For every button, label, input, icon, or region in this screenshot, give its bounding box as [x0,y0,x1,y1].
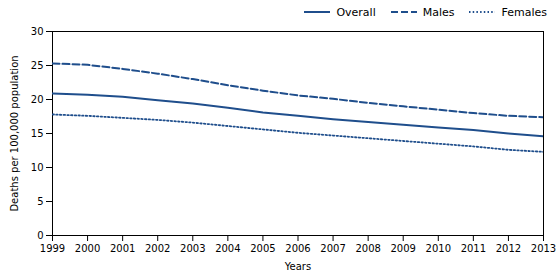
svg-text:30: 30 [31,26,44,37]
svg-text:2002: 2002 [145,243,170,254]
svg-text:Deaths per 100,000 population: Deaths per 100,000 population [9,55,20,211]
svg-text:2004: 2004 [215,243,240,254]
svg-text:20: 20 [31,94,44,105]
html-text:Females: Females [501,5,547,19]
html-text:Males: Males [422,5,455,19]
svg-text:2010: 2010 [426,243,451,254]
svg-text:1999: 1999 [40,243,65,254]
svg-text:2007: 2007 [320,243,345,254]
svg-text:0: 0 [37,230,43,241]
svg-text:2013: 2013 [531,243,556,254]
svg-text:2008: 2008 [355,243,380,254]
svg-text:Years: Years [284,261,311,272]
svg-text:2005: 2005 [250,243,275,254]
svg-text:2001: 2001 [110,243,135,254]
svg-text:2000: 2000 [75,243,100,254]
svg-text:2009: 2009 [390,243,415,254]
svg-text:2003: 2003 [180,243,205,254]
svg-text:25: 25 [31,60,44,71]
svg-text:2006: 2006 [285,243,310,254]
svg-text:15: 15 [31,128,44,139]
svg-text:2012: 2012 [496,243,521,254]
svg-text:10: 10 [31,162,44,173]
html-text:Overall: Overall [336,5,376,19]
svg-text:2011: 2011 [461,243,486,254]
svg-text:5: 5 [37,196,43,207]
